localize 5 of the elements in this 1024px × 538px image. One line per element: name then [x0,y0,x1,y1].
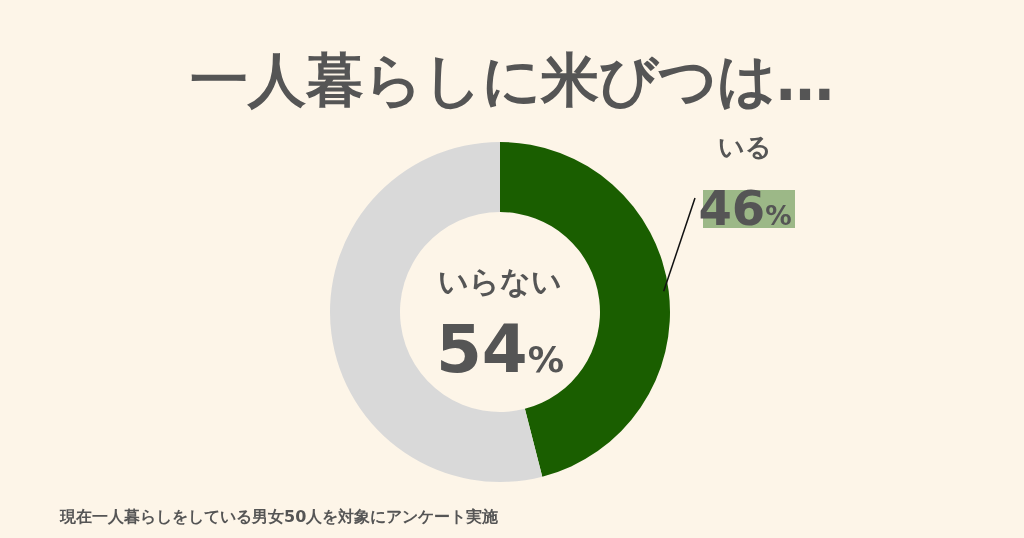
data-label: 54% [435,311,565,388]
chart-title: 一人暮らしに米びつは… [190,46,834,114]
text: 現在一人暮らしをしている男女50人を対象にアンケート実施 [59,507,500,526]
slice-label: いる [718,132,772,162]
slice-label: いらない [438,264,562,299]
